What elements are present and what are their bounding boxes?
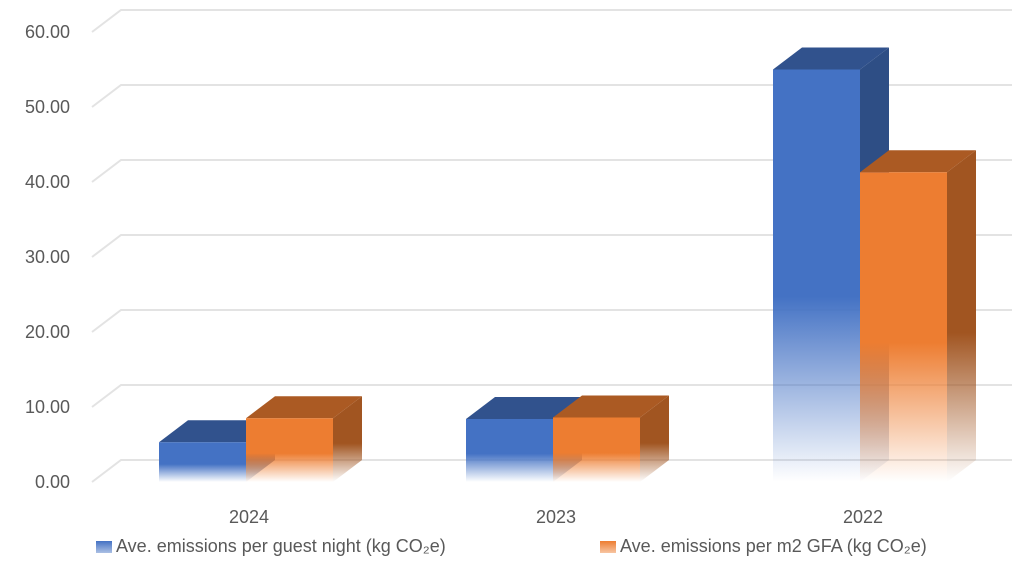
gridline [91,159,1012,183]
y-tick-label: 20.00 [25,322,70,342]
bar-front [860,172,947,482]
bar [553,395,669,482]
bar-top [246,396,362,419]
y-tick-label: 30.00 [25,247,70,267]
legend-label-guest-night: Ave. emissions per guest night (kg CO₂e) [116,536,446,556]
legend-item-m2-gfa: Ave. emissions per m2 GFA (kg CO₂e) [600,536,927,557]
legend-label-m2-gfa: Ave. emissions per m2 GFA (kg CO₂e) [620,536,927,556]
bar-side [333,396,362,482]
bar-side [640,395,669,482]
legend-swatch-guest-night [96,540,112,553]
bar-top [553,395,669,418]
y-tick-label: 50.00 [25,97,70,117]
gridline [91,384,1012,408]
bar-front [246,418,333,482]
gridlines [91,9,1012,483]
legend-swatch-m2-gfa [600,540,616,553]
gridline [91,9,1012,33]
x-axis-labels: 2024 2023 2022 [229,507,883,527]
bar-front [159,442,246,482]
x-tick-label: 2022 [843,507,883,527]
bars [159,47,976,482]
gridline [91,459,1012,483]
bar-top [860,150,976,173]
bar-top [466,397,582,419]
bar [246,396,362,482]
legend: Ave. emissions per guest night (kg CO₂e)… [0,536,1027,564]
y-axis-labels: 0.00 10.00 20.00 30.00 40.00 50.00 60.00 [25,22,70,492]
y-tick-label: 0.00 [35,472,70,492]
bar-front [773,69,860,482]
x-tick-label: 2023 [536,507,576,527]
y-tick-label: 10.00 [25,397,70,417]
gridline [91,309,1012,333]
y-tick-label: 60.00 [25,22,70,42]
bar-top [773,47,889,70]
gridline [91,84,1012,108]
gridline [91,234,1012,258]
bar-front [553,417,640,482]
legend-item-guest-night: Ave. emissions per guest night (kg CO₂e) [96,536,446,557]
bar [860,150,976,482]
bar-side [947,150,976,482]
y-tick-label: 40.00 [25,172,70,192]
x-tick-label: 2024 [229,507,269,527]
bar-front [466,419,553,482]
